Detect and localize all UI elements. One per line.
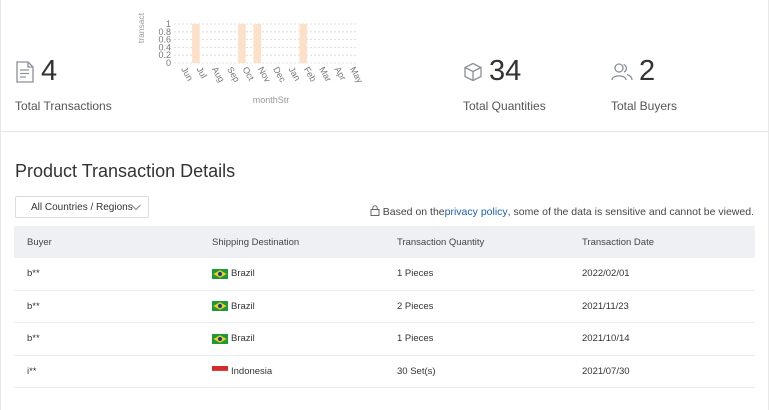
destination-name: Brazil <box>231 300 255 312</box>
cell-destination: Indonesia <box>199 366 384 377</box>
total-quantities-value: 34 <box>489 55 522 87</box>
box-icon <box>463 62 483 82</box>
header-buyer: Buyer <box>27 236 52 248</box>
chart-x-tick-label: Jun <box>179 65 195 83</box>
destination-name: Brazil <box>231 333 255 345</box>
chart-x-tick-label: May <box>348 65 365 85</box>
stat-total-quantities: 34 Total Quantities <box>463 55 546 114</box>
table-header: Buyer Shipping Destination Transaction Q… <box>14 226 755 258</box>
brazil-flag-icon <box>212 268 228 279</box>
users-icon <box>611 62 633 82</box>
chart-x-tick-label: Dec <box>271 65 288 84</box>
cell-quantity: 1 Pieces <box>397 333 434 345</box>
chart-y-tick-label: 1 <box>166 19 171 29</box>
table-row: b** Brazil 1 Pieces 2022/02/01 <box>14 258 755 291</box>
chart-x-tick-label: Jul <box>195 65 209 80</box>
cell-date: 2021/11/23 <box>582 300 629 312</box>
chart-bar <box>253 24 262 63</box>
notice-text-after: , some of the data is sensitive and cann… <box>507 206 754 218</box>
table-row: b** Brazil 2 Pieces 2021/11/23 <box>14 291 755 323</box>
lock-icon <box>370 205 380 219</box>
chart-y-tick-label: 0.8 <box>158 27 171 37</box>
chart-y-tick-label: 0.2 <box>158 50 171 60</box>
total-buyers-label: Total Buyers <box>611 99 678 113</box>
total-quantities-label: Total Quantities <box>463 99 546 113</box>
document-icon <box>15 60 35 83</box>
chart-bar <box>192 24 200 63</box>
chart-bar <box>238 24 246 63</box>
chart-bar <box>299 24 308 63</box>
cell-date: 2021/10/14 <box>582 333 630 345</box>
cell-quantity: 30 Set(s) <box>397 365 436 377</box>
chart-x-tick-label: Feb <box>302 65 318 83</box>
cell-destination: Brazil <box>199 268 384 279</box>
chart-x-tick-label: Sep <box>225 65 242 84</box>
chart-x-tick-label: Jan <box>287 65 303 83</box>
notice-text-before: Based on the <box>382 206 445 218</box>
destination-name: Brazil <box>231 268 255 280</box>
table-row: i** Indonesia 30 Set(s) 2021/07/30 <box>14 356 755 388</box>
chart-y-axis-label: transact <box>136 12 146 43</box>
chart-y-tick-label: 0.6 <box>158 35 171 45</box>
privacy-notice: Based on the privacy policy , some of th… <box>370 205 754 219</box>
total-buyers-value: 2 <box>639 55 656 87</box>
section-divider <box>0 131 769 132</box>
brazil-flag-icon <box>212 301 228 312</box>
cell-quantity: 2 Pieces <box>397 300 434 312</box>
chart-x-tick-label: Mar <box>317 65 333 83</box>
indonesia-flag-icon <box>212 366 228 377</box>
header-transaction-quantity: Transaction Quantity <box>397 236 485 248</box>
transactions-table: Buyer Shipping Destination Transaction Q… <box>14 226 755 388</box>
total-transactions-value: 4 <box>41 55 58 87</box>
cell-buyer: b** <box>27 300 40 312</box>
privacy-policy-link[interactable]: privacy policy <box>444 206 508 218</box>
cell-destination: Brazil <box>199 301 384 312</box>
total-transactions-label: Total Transactions <box>15 99 112 113</box>
header-shipping-destination: Shipping Destination <box>212 236 300 248</box>
chart-x-axis-label: monthStr <box>253 95 290 105</box>
chart-y-tick-label: 0 <box>166 58 171 68</box>
header-transaction-date: Transaction Date <box>582 236 654 248</box>
cell-buyer: i** <box>27 365 37 377</box>
cell-quantity: 1 Pieces <box>397 268 434 280</box>
chart-x-tick-label: Nov <box>256 65 273 84</box>
country-filter-label: All Countries / Regions <box>31 201 133 213</box>
chart-x-tick-label: Oct <box>241 65 257 83</box>
country-filter-dropdown[interactable]: All Countries / Regions <box>15 196 149 218</box>
cell-date: 2021/07/30 <box>582 365 630 377</box>
chart-x-tick-label: Aug <box>210 65 227 84</box>
stat-total-buyers: 2 Total Buyers <box>611 55 678 114</box>
chevron-down-icon <box>130 201 142 216</box>
destination-name: Indonesia <box>231 365 273 377</box>
transactions-chart: 0 0.2 0.4 0.6 0.8 1 Jun Jul Aug Sep Oct Nov Dec Jan Fe… <box>134 8 374 108</box>
cell-destination: Brazil <box>199 333 384 344</box>
section-title: Product Transaction Details <box>15 161 236 181</box>
cell-buyer: b** <box>27 268 40 280</box>
table-row: b** Brazil 1 Pieces 2021/10/14 <box>14 323 755 356</box>
chart-x-tick-label: Apr <box>333 65 349 82</box>
cell-date: 2022/02/01 <box>582 268 630 280</box>
stat-total-transactions: 4 Total Transactions <box>15 55 112 114</box>
cell-buyer: b** <box>27 333 40 345</box>
chart-y-tick-label: 0.4 <box>158 42 171 52</box>
brazil-flag-icon <box>212 333 228 344</box>
